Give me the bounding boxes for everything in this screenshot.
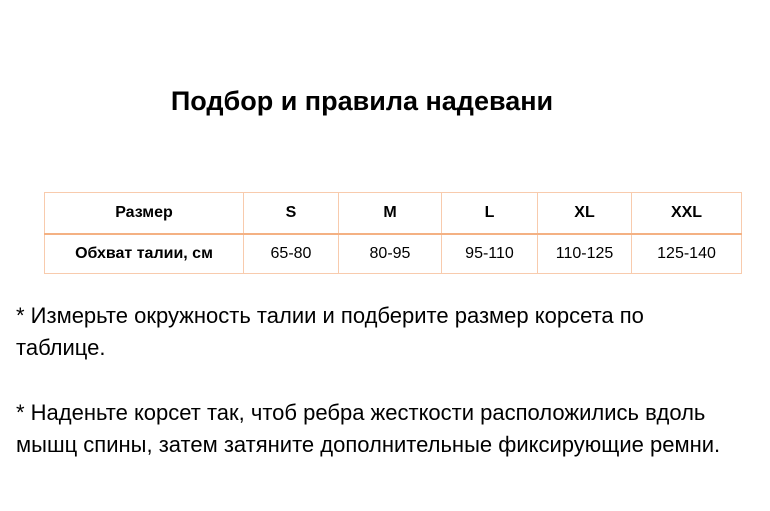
table-cell: 80-95 bbox=[338, 233, 442, 274]
table-cell: 125-140 bbox=[631, 233, 742, 274]
header-cell: S bbox=[243, 192, 339, 235]
page-title: Подбор и правила надевани bbox=[170, 86, 554, 116]
header-cell: XL bbox=[537, 192, 632, 235]
header-cell: Размер bbox=[44, 192, 244, 235]
instruction-paragraph: * Измерьте окружность талии и подберите … bbox=[16, 303, 644, 360]
row-label: Обхват талии, см bbox=[44, 233, 244, 274]
instruction-paragraph: * Наденьте корсет так, чтоб ребра жестко… bbox=[16, 400, 721, 457]
header-cell: M bbox=[338, 192, 442, 235]
header-cell: L bbox=[441, 192, 538, 235]
table-row: Обхват талии, см 65-80 80-95 95-110 110-… bbox=[44, 233, 742, 274]
table-cell: 110-125 bbox=[537, 233, 632, 274]
header-cell: XXL bbox=[631, 192, 742, 235]
table-header-row: Размер S M L XL XXL bbox=[44, 192, 742, 235]
table-cell: 95-110 bbox=[441, 233, 538, 274]
size-table: Размер S M L XL XXL Обхват талии, см 65-… bbox=[44, 192, 742, 274]
table-cell: 65-80 bbox=[243, 233, 339, 274]
